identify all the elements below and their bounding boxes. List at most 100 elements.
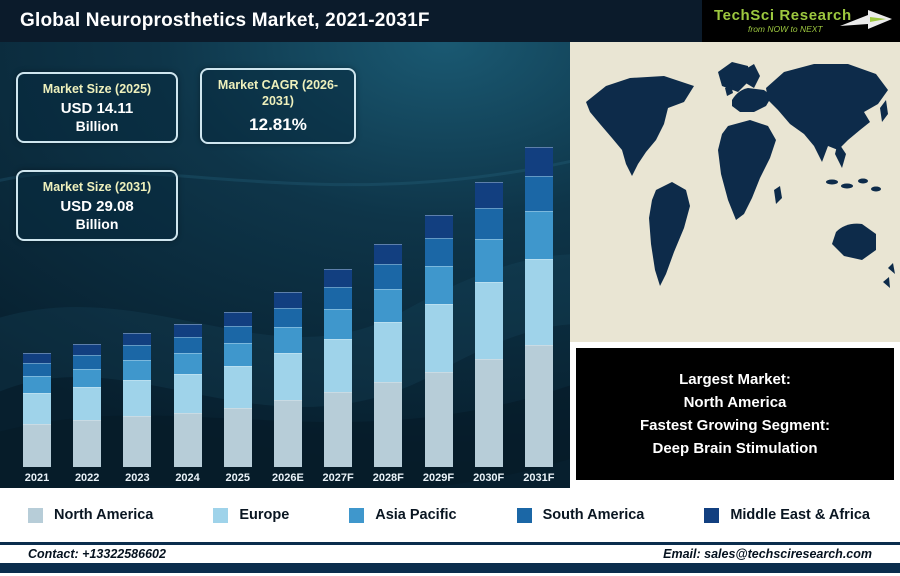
market-size-2025-label: Market Size (2025) [42,82,152,96]
legend-swatch-north-america [28,507,43,523]
market-cagr-label: Market CAGR (2026-2031) [217,78,339,109]
market-size-2025-box: Market Size (2025) USD 14.11 Billion [16,72,178,144]
bar-stack [23,353,51,467]
bar-column-: 2025 [215,312,261,484]
email-text: Email: sales@techsciresearch.com [663,547,872,561]
x-axis-label: 2022 [74,472,100,484]
bar-segment-asia-pacific [73,369,102,387]
legend-item-north-america: North America [28,507,153,523]
bar-segment-middle-east-africa [173,324,202,337]
x-axis-label: 2030F [473,472,505,484]
bar-column-: 2023 [114,333,160,484]
bar-segment-europe [424,304,453,372]
bar-segment-europe [223,366,252,408]
bar-segment-north-america [524,345,553,467]
bar-stack [273,292,302,467]
callout-largest-market-value: North America [683,393,787,411]
market-size-2031-box: Market Size (2031) USD 29.08 Billion [16,170,178,242]
bar-column-: 2024 [165,324,211,484]
contact-text: Contact: +13322586602 [28,547,166,561]
bar-column-f: 2030F [466,182,512,484]
legend-item-middle-east-africa: Middle East & Africa [704,507,870,523]
bar-segment-north-america [23,424,51,467]
bar-stack [173,324,202,467]
bar-segment-middle-east-africa [123,333,152,345]
market-cagr-box: Market CAGR (2026-2031) 12.81% [200,68,356,144]
market-cagr-value: 12.81% [249,114,307,134]
bar-segment-asia-pacific [324,309,353,339]
legend-label: Europe [239,507,290,523]
bar-column-f: 2027F [315,269,361,484]
bar-segment-south-america [374,264,403,289]
legend-item-south-america: South America [516,507,645,523]
bar-segment-south-america [273,308,302,327]
world-map-svg [570,42,900,342]
bar-segment-asia-pacific [273,327,302,353]
bar-stack [123,333,152,467]
bar-column-f: 2029F [416,215,462,484]
bar-segment-asia-pacific [524,211,553,259]
bar-segment-middle-east-africa [23,353,51,363]
bar-segment-south-america [73,355,102,369]
bar-segment-asia-pacific [223,343,252,366]
market-size-2031-value: USD 29.08 [60,198,134,216]
bar-segment-north-america [324,392,353,467]
bar-column-e: 2026E [265,292,311,484]
x-axis-label: 2028F [372,472,404,484]
bar-segment-asia-pacific [374,289,403,322]
footer: Contact: +13322586602 Email: sales@techs… [0,542,900,576]
bar-segment-middle-east-africa [73,344,102,355]
bar-segment-middle-east-africa [474,182,503,208]
bar-segment-europe [374,322,403,382]
market-size-2031-label: Market Size (2031) [42,180,152,194]
footer-bottom-bar [0,563,900,573]
bar-segment-asia-pacific [173,353,202,374]
legend-swatch-europe [213,507,229,523]
chart-panel: Market Size (2025) USD 14.11 Billion Mar… [0,42,570,488]
bar-segment-middle-east-africa [223,312,252,326]
bar-segment-asia-pacific [474,239,503,282]
stacked-bar-chart: 2021 2022 2023 2024 2025 2026E 2027F 2028F 2029F… [14,147,562,484]
bar-segment-south-america [524,176,553,211]
techsci-logo: TechSci Research from NOW to NEXT [702,0,900,42]
legend-label: Middle East & Africa [730,507,870,523]
bar-segment-middle-east-africa [424,215,453,238]
bar-segment-south-america [324,287,353,309]
main-content: Market Size (2025) USD 14.11 Billion Mar… [0,42,900,488]
market-callout: Largest Market: North America Fastest Gr… [576,348,894,480]
bar-segment-south-america [23,363,51,376]
bar-segment-north-america [123,416,152,467]
market-size-2025-unit: Billion [75,118,119,135]
bar-segment-europe [474,282,503,359]
bar-segment-south-america [123,345,152,360]
bar-stack [324,269,353,467]
x-axis-label: 2029F [422,472,455,484]
bar-segment-middle-east-africa [273,292,302,308]
legend-swatch-south-america [516,507,532,523]
bar-segment-middle-east-africa [374,244,403,264]
x-axis-label: 2031F [523,472,555,484]
bar-stack [73,344,102,467]
logo-tagline: from NOW to NEXT [748,24,823,35]
bar-segment-europe [524,259,553,345]
bar-segment-south-america [474,208,503,239]
bar-segment-europe [123,380,152,416]
bar-segment-asia-pacific [123,360,152,380]
x-axis-label: 2027F [322,472,354,484]
legend-label: South America [542,507,645,523]
bar-stack [524,147,553,467]
legend-swatch-asia-pacific [349,507,365,523]
x-axis-label: 2025 [225,472,250,484]
right-column: Largest Market: North America Fastest Gr… [570,42,900,488]
bar-segment-north-america [173,413,202,467]
legend-swatch-middle-east-africa [704,507,720,523]
bar-segment-south-america [173,337,202,353]
callout-fastest-segment-heading: Fastest Growing Segment: [639,417,831,434]
callout-largest-market-heading: Largest Market: [679,370,791,388]
bar-column-: 2022 [64,344,110,484]
bar-column-f: 2028F [365,244,411,484]
header: Global Neuroprosthetics Market, 2021-203… [0,0,900,42]
bar-segment-north-america [424,372,453,467]
bar-segment-asia-pacific [424,266,453,304]
